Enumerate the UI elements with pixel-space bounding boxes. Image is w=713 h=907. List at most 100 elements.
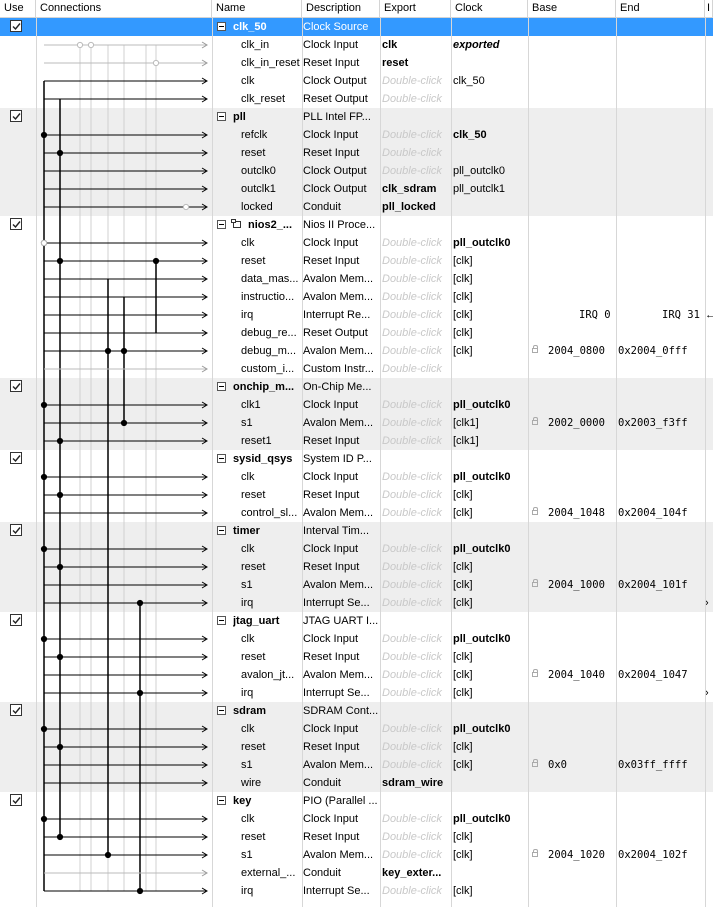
port-row[interactable]: s1 Avalon Mem... Double-click [clk1] 2002_00… [0,414,713,432]
clock-cell[interactable]: pll_outclk0 [453,723,511,735]
clock-cell[interactable]: clk_50 [453,75,485,87]
connection-dot[interactable] [40,131,48,139]
export-cell[interactable]: Double-click [382,93,442,105]
port-row[interactable]: clk1 Clock Input Double-click pll_outclk0 [0,396,713,414]
clock-cell[interactable]: [clk] [453,291,473,303]
clock-cell[interactable]: [clk] [453,651,473,663]
clock-cell[interactable] [453,144,528,162]
lock-icon[interactable] [532,759,538,767]
export-cell[interactable]: Double-click [382,849,442,861]
port-row[interactable]: instructio... Avalon Mem... Double-click [c… [0,288,713,306]
port-row[interactable]: debug_m... Avalon Mem... Double-click [clk]… [0,342,713,360]
connection-dot[interactable] [40,401,48,409]
export-cell[interactable]: sdram_wire [382,777,444,789]
clock-cell[interactable]: [clk] [453,255,473,267]
base-address-cell[interactable]: IRQ 0 [579,309,611,321]
use-checkbox[interactable] [10,452,22,464]
port-row[interactable]: irq Interrupt Se... Double-click [clk] [0,882,713,900]
port-row[interactable]: s1 Avalon Mem... Double-click [clk] 0x0 0x03f… [0,756,713,774]
base-address-cell[interactable]: 2004_1040 [548,669,605,681]
port-name[interactable]: clk [241,633,255,645]
export-cell[interactable]: Double-click [382,579,442,591]
port-name[interactable]: reset [241,741,266,753]
header-name[interactable]: Name [212,0,302,18]
port-row[interactable]: custom_i... Custom Instr... Double-click [0,360,713,378]
port-row[interactable]: clk Clock Input Double-click pll_outclk0 [0,234,713,252]
port-name[interactable]: data_mas... [241,273,299,285]
lock-icon[interactable] [532,417,538,425]
port-name[interactable]: external_... [241,867,296,879]
header-connections[interactable]: Connections [36,0,212,18]
port-row[interactable]: reset Reset Input Double-click [clk] [0,828,713,846]
use-checkbox[interactable] [10,110,22,122]
port-name[interactable]: clk [241,543,255,555]
header-base[interactable]: Base [528,0,616,18]
clock-cell[interactable] [453,612,528,630]
port-row[interactable]: clk Clock Output Double-click clk_50 [0,72,713,90]
clock-cell[interactable]: [clk1] [453,417,479,429]
module-row[interactable]: pll PLL Intel FP... [0,108,713,126]
clock-cell[interactable]: [clk] [453,489,473,501]
port-row[interactable]: clk_in_reset Reset Input reset [0,54,713,72]
base-address-cell[interactable]: 0x0 [548,759,567,771]
export-cell[interactable] [382,522,451,540]
connection-dot[interactable] [56,437,64,445]
export-cell[interactable]: Double-click [382,255,442,267]
export-cell[interactable]: Double-click [382,399,442,411]
connection-dot[interactable] [56,563,64,571]
export-cell[interactable]: Double-click [382,813,442,825]
clock-cell[interactable] [453,792,528,810]
clock-cell[interactable]: pll_outclk0 [453,633,511,645]
module-row[interactable]: timer Interval Tim... [0,522,713,540]
export-cell[interactable]: Double-click [382,633,442,645]
clock-cell[interactable]: [clk] [453,597,473,609]
clock-cell[interactable]: [clk] [453,687,473,699]
irq-cell[interactable]: › [705,687,709,699]
module-name[interactable]: clk_50 [233,21,267,33]
clock-cell[interactable]: [clk] [453,345,473,357]
port-name[interactable]: reset [241,651,266,663]
use-checkbox[interactable] [10,380,22,392]
port-row[interactable]: reset Reset Input Double-click [clk] [0,648,713,666]
connection-dot[interactable] [104,347,112,355]
export-cell[interactable]: Double-click [382,885,442,897]
clock-cell[interactable]: exported [453,39,500,51]
port-name[interactable]: clk1 [241,399,261,411]
port-row[interactable]: outclk1 Clock Output clk_sdram pll_outclk1 [0,180,713,198]
connections-graph[interactable] [36,18,212,907]
connection-dot[interactable] [56,491,64,499]
port-name[interactable]: clk_reset [241,93,286,105]
connection-dot[interactable] [76,41,84,49]
export-cell[interactable]: Double-click [382,309,442,321]
clock-cell[interactable]: [clk] [453,849,473,861]
port-name[interactable]: s1 [241,579,253,591]
clock-cell[interactable]: [clk] [453,885,473,897]
connection-dot[interactable] [56,743,64,751]
export-cell[interactable]: Double-click [382,417,442,429]
port-row[interactable]: clk Clock Input Double-click pll_outclk0 [0,720,713,738]
port-name[interactable]: s1 [241,849,253,861]
module-row[interactable]: sysid_qsys System ID P... [0,450,713,468]
export-cell[interactable]: Double-click [382,687,442,699]
clock-cell[interactable] [453,702,528,720]
export-cell[interactable]: Double-click [382,345,442,357]
port-name[interactable]: reset [241,255,266,267]
module-row[interactable]: nios2_... Nios II Proce... [0,216,713,234]
port-row[interactable]: refclk Clock Input Double-click clk_50 [0,126,713,144]
base-address-cell[interactable]: 2002_0000 [548,417,605,429]
use-checkbox[interactable] [10,218,22,230]
port-row[interactable]: irq Interrupt Se... Double-click [clk] › [0,594,713,612]
use-checkbox[interactable] [10,794,22,806]
clock-cell[interactable]: pll_outclk0 [453,237,511,249]
export-cell[interactable]: Double-click [382,831,442,843]
port-row[interactable]: reset1 Reset Input Double-click [clk1] [0,432,713,450]
module-row[interactable]: onchip_m... On-Chip Me... [0,378,713,396]
connection-dot[interactable] [40,815,48,823]
export-cell[interactable] [382,108,451,126]
collapse-toggle-icon[interactable] [217,616,226,625]
connection-dot[interactable] [40,635,48,643]
port-row[interactable]: irq Interrupt Se... Double-click [clk] › [0,684,713,702]
irq-cell[interactable]: › [705,597,709,609]
port-row[interactable]: clk Clock Input Double-click pll_outclk0 [0,810,713,828]
export-cell[interactable] [382,612,451,630]
